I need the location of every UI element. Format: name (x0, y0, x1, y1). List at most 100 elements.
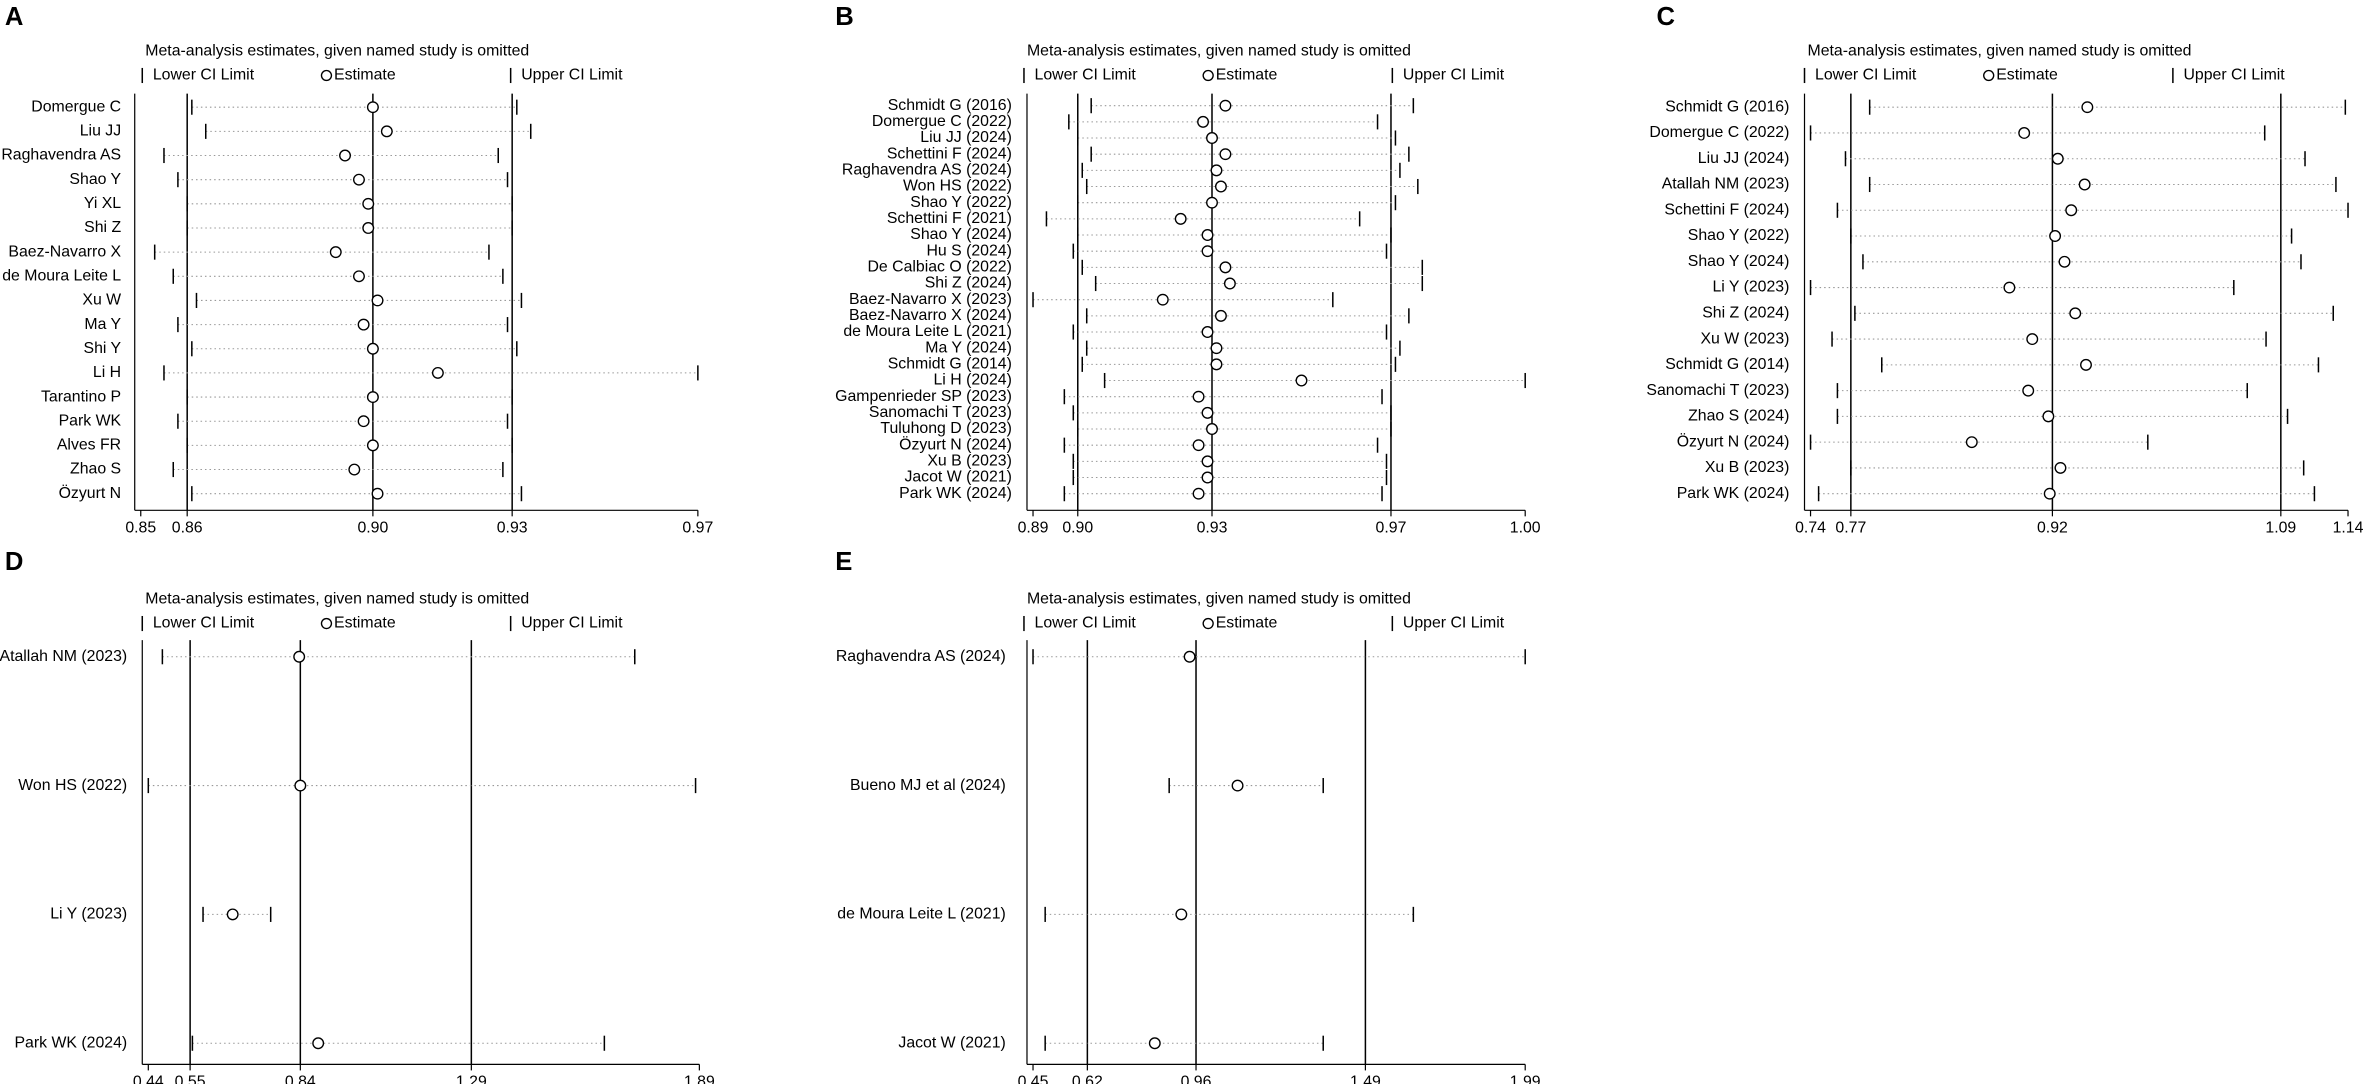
study-label: Tuluhong D (2023) (880, 420, 1012, 437)
study-label: Gampenrieder SP (2023) (835, 388, 1012, 405)
legend-label: Upper CI Limit (1403, 615, 1505, 632)
study-label: de Moura Leite L (2, 267, 121, 284)
estimate-point (1201, 471, 1214, 484)
estimate-point (1201, 245, 1214, 258)
study-label: Park WK (2024) (899, 485, 1012, 502)
study-label: de Moura Leite L (2021) (837, 906, 1006, 923)
estimate-point (1174, 212, 1187, 225)
estimate-point (1219, 148, 1232, 161)
legend-label: Estimate (1996, 67, 2058, 84)
legend-label: Estimate (1216, 67, 1278, 84)
study-label: Liu JJ (2024) (920, 129, 1012, 146)
estimate-point (2026, 333, 2039, 346)
study-label: Schmidt G (2016) (1665, 98, 1789, 115)
study-label: Schettini F (2021) (887, 210, 1012, 227)
study-label: Ma Y (84, 316, 121, 333)
study-label: Alves FR (57, 437, 121, 454)
x-tick-label: 1.49 (1350, 1074, 1381, 1084)
study-label: Atallah NM (2023) (0, 648, 127, 665)
study-label: Park WK (2024) (1677, 485, 1790, 502)
estimate-point (357, 415, 370, 428)
study-label: De Calbiac O (2022) (867, 259, 1011, 276)
estimate-point (2018, 126, 2031, 139)
study-label: Shi Z (2024) (1702, 305, 1789, 322)
estimate-point (366, 439, 379, 452)
study-label: Shao Y (2024) (1688, 253, 1790, 270)
estimate-point (2058, 255, 2071, 268)
study-label: Jacot W (2021) (898, 1034, 1005, 1051)
legend-label: Lower CI Limit (1815, 67, 1917, 84)
study-label: Schmidt G (2014) (888, 356, 1012, 373)
study-label: Domergue C (2022) (872, 113, 1012, 130)
panel-label: E (835, 548, 852, 576)
estimate-point (1219, 261, 1232, 274)
estimate-point (1148, 1037, 1161, 1050)
x-tick-label: 1.89 (684, 1074, 715, 1084)
study-label: Raghavendra AS (2024) (836, 648, 1006, 665)
estimate-point (1192, 487, 1205, 500)
legend-marker (1983, 69, 1995, 82)
estimate-point (362, 197, 375, 210)
estimate-point (366, 342, 379, 355)
study-label: Baez-Navarro X (8, 243, 121, 260)
study-label: Xu B (2023) (1705, 459, 1790, 476)
estimate-point (2003, 281, 2016, 294)
panel-title: Meta-analysis estimates, given named stu… (1027, 591, 1411, 608)
study-label: Schmidt G (2014) (1665, 356, 1789, 373)
estimate-point (2042, 410, 2055, 423)
study-label: Shao Y (2022) (910, 194, 1012, 211)
study-label: Xu W (2023) (1700, 330, 1789, 347)
study-label: Sanomachi T (2023) (1646, 382, 1789, 399)
legend-label: Lower CI Limit (153, 67, 255, 84)
study-label: Park WK (2024) (14, 1034, 127, 1051)
estimate-point (1223, 277, 1236, 290)
estimate-point (362, 222, 375, 234)
study-label: Won HS (2022) (18, 777, 127, 794)
estimate-point (2022, 384, 2035, 397)
legend-marker (1202, 69, 1214, 82)
study-label: Bueno MJ et al (2024) (850, 777, 1006, 794)
estimate-point (1206, 423, 1218, 435)
study-label: Shi Z (84, 219, 121, 236)
study-label: Özyurt N (2024) (899, 435, 1012, 453)
legend-label: Upper CI Limit (521, 67, 623, 84)
legend-label: Upper CI Limit (2183, 67, 2285, 84)
x-tick-label: 0.93 (497, 520, 528, 537)
x-tick-label: 0.85 (125, 520, 156, 537)
x-tick-label: 0.86 (172, 520, 203, 537)
legend-label: Estimate (334, 615, 396, 632)
estimate-point (1201, 229, 1214, 241)
estimate-point (2069, 307, 2082, 320)
panel-title: Meta-analysis estimates, given named stu… (1808, 43, 2192, 60)
estimate-point (1214, 180, 1227, 193)
estimate-point (380, 125, 393, 138)
study-label: Raghavendra AS (1, 147, 121, 164)
estimate-point (1206, 132, 1218, 144)
study-label: Won HS (2022) (903, 178, 1012, 195)
estimate-point (1197, 115, 1210, 128)
estimate-point (2080, 358, 2092, 371)
study-label: Li Y (2023) (50, 906, 127, 923)
estimate-point (1192, 439, 1205, 452)
study-label: Li Y (2023) (1712, 279, 1789, 296)
panel-title: Meta-analysis estimates, given named stu… (145, 591, 529, 608)
estimate-point (371, 294, 384, 307)
estimate-point (371, 487, 384, 500)
study-label: Schettini F (2024) (887, 145, 1012, 162)
study-label: Domergue C (2022) (1649, 124, 1789, 141)
x-tick-label: 0.92 (2037, 520, 2068, 537)
x-tick-label: 0.90 (1062, 520, 1093, 537)
estimate-point (1156, 293, 1169, 306)
estimate-point (366, 391, 379, 404)
legend-label: Lower CI Limit (153, 615, 255, 632)
legend-marker (320, 69, 333, 82)
x-tick-label: 0.77 (1835, 520, 1866, 537)
x-tick-label: 1.99 (1510, 1074, 1541, 1084)
study-label: Özyurt N (2024) (1677, 432, 1790, 450)
study-label: Sanomachi T (2023) (869, 404, 1012, 421)
estimate-point (366, 101, 379, 114)
x-tick-label: 0.44 (133, 1074, 164, 1084)
study-label: Xu W (82, 292, 121, 309)
study-label: Raghavendra AS (2024) (842, 162, 1012, 179)
